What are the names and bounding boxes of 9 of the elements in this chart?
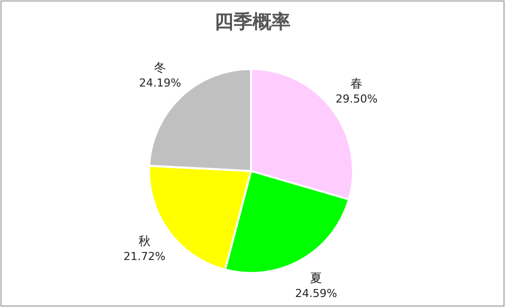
slice-label: 夏 bbox=[310, 270, 322, 285]
data-label: 21.72% bbox=[123, 250, 166, 263]
slice-label: 春 bbox=[350, 76, 363, 91]
data-label: 24.19% bbox=[139, 76, 182, 90]
slice-label: 秋 bbox=[138, 234, 150, 248]
slice-label: 冬 bbox=[154, 60, 166, 74]
data-label: 29.50% bbox=[336, 92, 378, 106]
data-label: 24.59% bbox=[295, 286, 338, 300]
chart-title: 四季概率 bbox=[214, 11, 290, 33]
